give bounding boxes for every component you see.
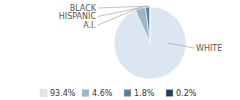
pie-slice [135,7,150,43]
pie-slice [145,7,150,43]
legend: 93.4% 4.6% 1.8% 0.2% [40,89,197,98]
legend-swatch [82,90,89,97]
legend-swatch [124,90,131,97]
leader-line [98,7,140,25]
legend-swatch [40,90,47,97]
slice-label: A.I. [83,21,96,30]
pie-slice [149,7,150,43]
slice-label: WHITE [196,44,222,53]
pie-slice [114,7,186,79]
slice-labels: WHITEBLACKHISPANICA.I. [59,4,222,53]
legend-swatch [166,90,173,97]
chart: WHITEBLACKHISPANICA.I. 93.4% 4.6% 1.8% 0.2% [0,0,240,100]
legend-label: 4.6% [92,89,113,98]
legend-label: 0.2% [176,89,197,98]
leader-line [168,43,194,48]
legend-label: 93.4% [50,89,76,98]
legend-label: 1.8% [134,89,155,98]
pie [114,7,186,79]
